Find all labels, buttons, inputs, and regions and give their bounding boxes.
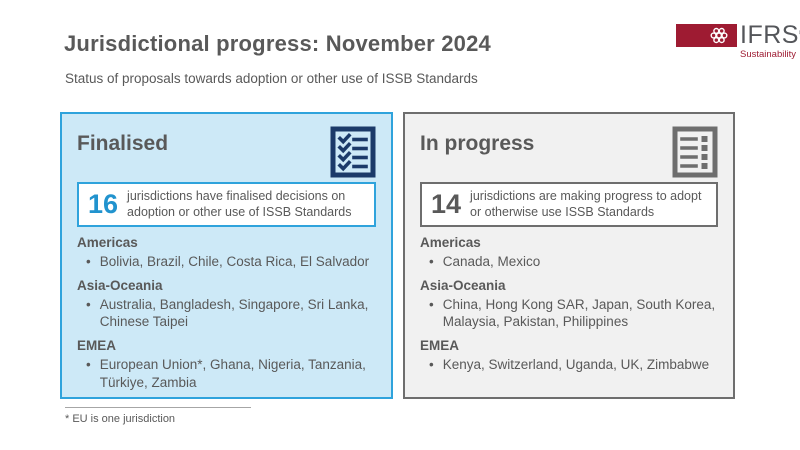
ifrs-hexagon-logo-icon	[676, 24, 737, 47]
bullet-icon	[86, 356, 91, 391]
bullet-icon	[86, 253, 91, 270]
region-name-americas: Americas	[77, 234, 138, 250]
ifrs-brand-label: IFRS	[740, 21, 799, 49]
bullet-icon	[429, 253, 434, 270]
in-progress-stat-box: 14 jurisdictions are making progress to …	[420, 182, 718, 227]
bullet-icon	[86, 296, 91, 331]
finalised-count: 16	[88, 188, 119, 219]
list-icon	[672, 126, 718, 178]
region-jurisdictions-americas: Bolivia, Brazil, Chile, Costa Rica, El S…	[77, 253, 376, 270]
page-title: Jurisdictional progress: November 2024	[64, 31, 491, 56]
ifrs-logo-row: IFRS® Sustainability	[676, 21, 800, 61]
region-name-asia-oceania: Asia-Oceania	[420, 277, 506, 293]
jurisdiction-list: China, Hong Kong SAR, Japan, South Korea…	[442, 296, 716, 330]
ifrs-tagline: Sustainability	[740, 49, 796, 60]
region-jurisdictions-asia-oceania: China, Hong Kong SAR, Japan, South Korea…	[420, 296, 718, 331]
region-name-emea: EMEA	[77, 338, 117, 354]
in-progress-stat-text: jurisdictions are making progress to ado…	[470, 189, 702, 220]
finalised-stat-box: 16 jurisdictions have finalised decision…	[77, 182, 376, 227]
registered-mark: ®	[799, 30, 800, 37]
in-progress-regions: Americas Canada, Mexico Asia-Oceania Chi…	[420, 235, 718, 374]
in-progress-panel: In progress 14 jurisdictions are making …	[403, 112, 735, 399]
jurisdiction-list: European Union*, Ghana, Nigeria, Tanzani…	[99, 357, 366, 390]
jurisdiction-list: Australia, Bangladesh, Singapore, Sri La…	[99, 296, 369, 330]
finalised-panel: Finalised 16 jurisdictions have finalise…	[60, 112, 393, 399]
footnote: * EU is one jurisdiction	[65, 407, 251, 425]
footnote-text: * EU is one jurisdiction	[65, 413, 176, 425]
finalised-panel-header: Finalised	[77, 124, 376, 182]
region-name-americas: Americas	[420, 234, 481, 250]
region-jurisdictions-emea: European Union*, Ghana, Nigeria, Tanzani…	[77, 356, 376, 391]
ifrs-brand-name: IFRS®	[740, 21, 800, 49]
finalised-panel-title: Finalised	[77, 132, 169, 155]
region-jurisdictions-americas: Canada, Mexico	[420, 253, 718, 270]
region-jurisdictions-emea: Kenya, Switzerland, Uganda, UK, Zimbabwe	[420, 356, 718, 373]
bullet-icon	[429, 356, 434, 373]
jurisdiction-list: Canada, Mexico	[442, 253, 541, 269]
region-name-emea: EMEA	[420, 338, 460, 354]
checklist-icon	[330, 126, 376, 178]
in-progress-panel-title: In progress	[420, 132, 535, 155]
region-jurisdictions-asia-oceania: Australia, Bangladesh, Singapore, Sri La…	[77, 296, 376, 331]
finalised-stat-text: jurisdictions have finalised decisions o…	[127, 189, 352, 220]
in-progress-panel-header: In progress	[420, 124, 718, 182]
region-name-asia-oceania: Asia-Oceania	[77, 277, 163, 293]
in-progress-count: 14	[431, 188, 462, 219]
finalised-regions: Americas Bolivia, Brazil, Chile, Costa R…	[77, 235, 376, 391]
page-subtitle: Status of proposals towards adoption or …	[65, 71, 478, 86]
jurisdiction-list: Kenya, Switzerland, Uganda, UK, Zimbabwe	[442, 357, 710, 373]
ifrs-logo-text: IFRS® Sustainability	[740, 21, 800, 61]
ifrs-logo: IFRS® Sustainability	[676, 21, 800, 61]
bullet-icon	[429, 296, 434, 331]
jurisdiction-list: Bolivia, Brazil, Chile, Costa Rica, El S…	[99, 253, 370, 269]
